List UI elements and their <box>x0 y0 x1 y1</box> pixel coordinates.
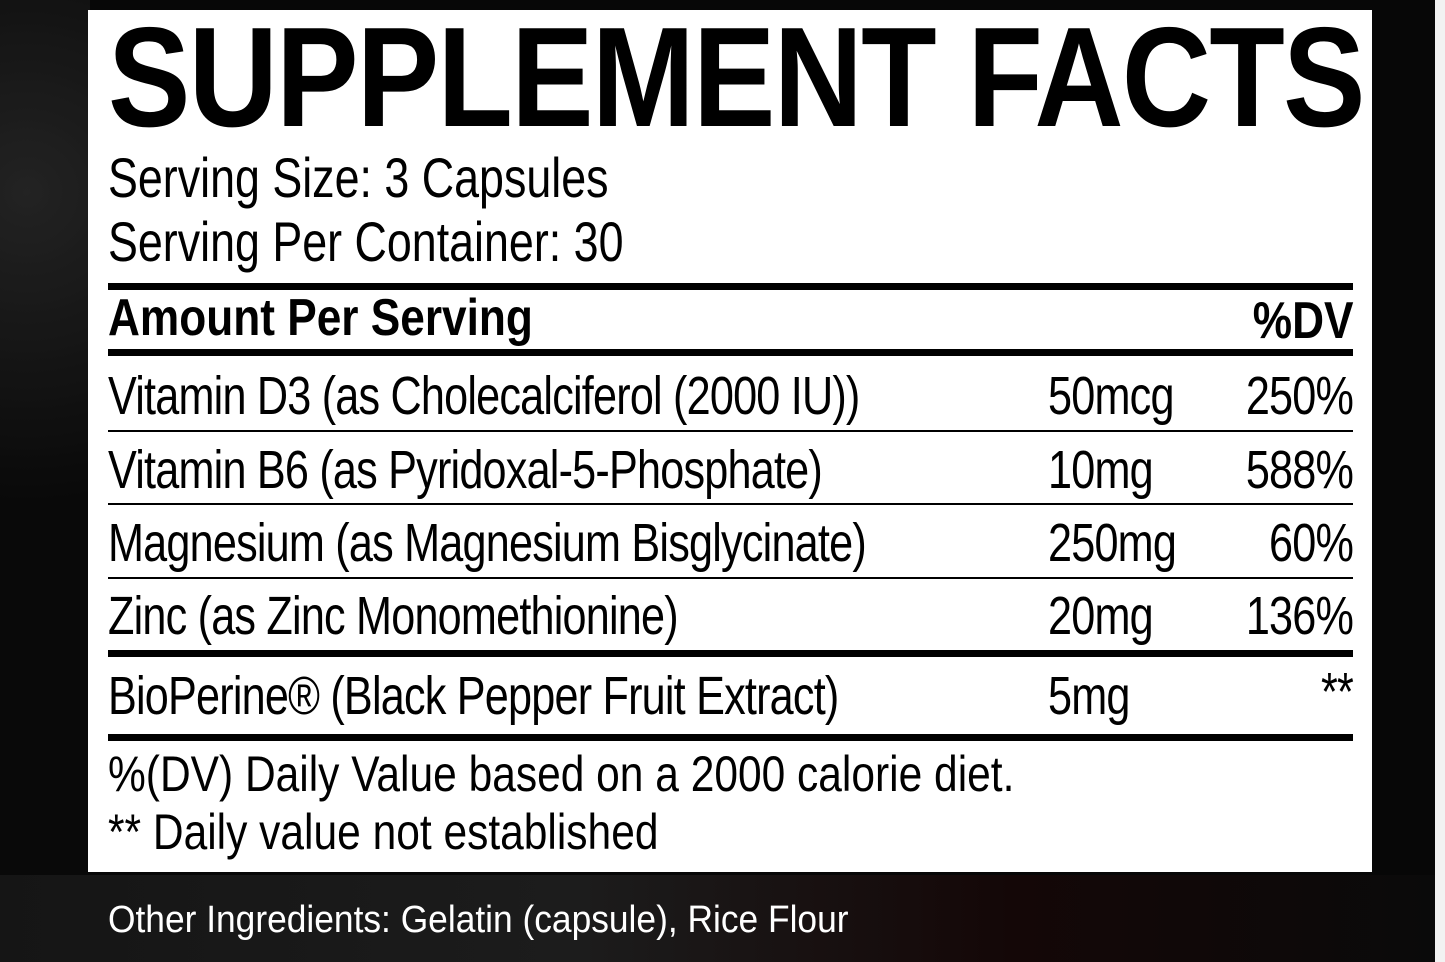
ingredient-dv: 250% <box>1245 366 1354 426</box>
dv-header: %DV <box>1252 292 1353 350</box>
ingredient-amount: 50mcg <box>1048 366 1174 426</box>
ingredient-amount: 5mg <box>1048 666 1130 726</box>
ingredient-name: BioPerine® (Black Pepper Fruit Extract) <box>108 666 839 726</box>
ingredient-name: Vitamin D3 (as Cholecalciferol (2000 IU)… <box>108 366 860 426</box>
right-edge-strip <box>1435 0 1445 962</box>
supplement-facts-panel: SUPPLEMENT FACTS Serving Size: 3 Capsule… <box>88 0 1372 872</box>
ingredient-name: Zinc (as Zinc Monomethionine) <box>108 586 679 646</box>
ingredient-dv: 60% <box>1268 513 1354 573</box>
footnote-dv: %(DV) Daily Value based on a 2000 calori… <box>108 746 1015 802</box>
ingredient-dv: 136% <box>1245 586 1354 646</box>
divider <box>108 577 1353 579</box>
other-ingredients: Other Ingredients: Gelatin (capsule), Ri… <box>108 899 849 941</box>
divider <box>108 734 1353 741</box>
divider <box>108 283 1353 290</box>
background-texture-bottom <box>0 875 1445 962</box>
ingredient-dv: 588% <box>1245 440 1354 500</box>
label-title: SUPPLEMENT FACTS <box>108 0 1365 157</box>
ingredient-dv: ** <box>1320 662 1354 722</box>
servings-per-container: Serving Per Container: 30 <box>108 210 624 273</box>
footnote-not-established: ** Daily value not established <box>108 804 659 860</box>
ingredient-amount: 10mg <box>1048 440 1154 500</box>
amount-header: Amount Per Serving <box>108 289 533 347</box>
divider <box>108 349 1353 356</box>
divider <box>108 503 1353 505</box>
ingredient-name: Vitamin B6 (as Pyridoxal-5-Phosphate) <box>108 440 823 500</box>
background-texture <box>0 0 90 962</box>
ingredient-name: Magnesium (as Magnesium Bisglycinate) <box>108 513 867 573</box>
serving-size: Serving Size: 3 Capsules <box>108 146 609 209</box>
ingredient-amount: 250mg <box>1048 513 1177 573</box>
divider <box>108 430 1353 432</box>
divider <box>108 650 1353 657</box>
ingredient-amount: 20mg <box>1048 586 1154 646</box>
